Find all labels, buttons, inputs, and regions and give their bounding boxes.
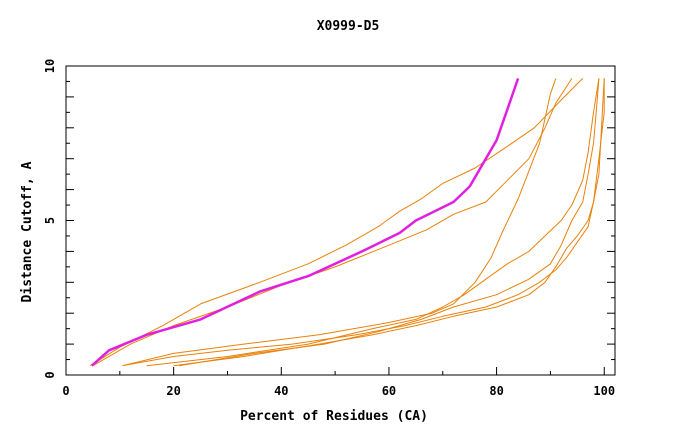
series-layer [89, 77, 605, 367]
plot-frame [65, 65, 616, 376]
y-tick-label: 10 [43, 59, 57, 73]
series-line [89, 78, 584, 367]
x-tick-label: 80 [489, 384, 503, 398]
x-tick-label: 40 [274, 384, 288, 398]
series-line [178, 78, 600, 367]
series-line [92, 78, 573, 367]
x-axis-ticks: 0 20 40 60 80 100 [62, 367, 615, 398]
series-line [122, 78, 557, 367]
y-tick-label: 0 [43, 371, 57, 378]
x-tick-label: 0 [62, 384, 69, 398]
highlighted-series-line [90, 77, 520, 367]
y-tick-label: 5 [43, 217, 57, 224]
y-axis-label: Distance Cutoff, A [20, 161, 35, 302]
x-axis-label: Percent of Residues (CA) [240, 409, 428, 424]
series-line [173, 78, 605, 367]
series-line [122, 78, 605, 367]
y-axis-ticks: 0 5 10 [43, 59, 615, 379]
x-tick-label: 60 [382, 384, 396, 398]
chart-title: X0999-D5 [317, 19, 380, 34]
x-tick-label: 100 [593, 384, 615, 398]
x-tick-label: 20 [166, 384, 180, 398]
series-line [146, 78, 600, 367]
